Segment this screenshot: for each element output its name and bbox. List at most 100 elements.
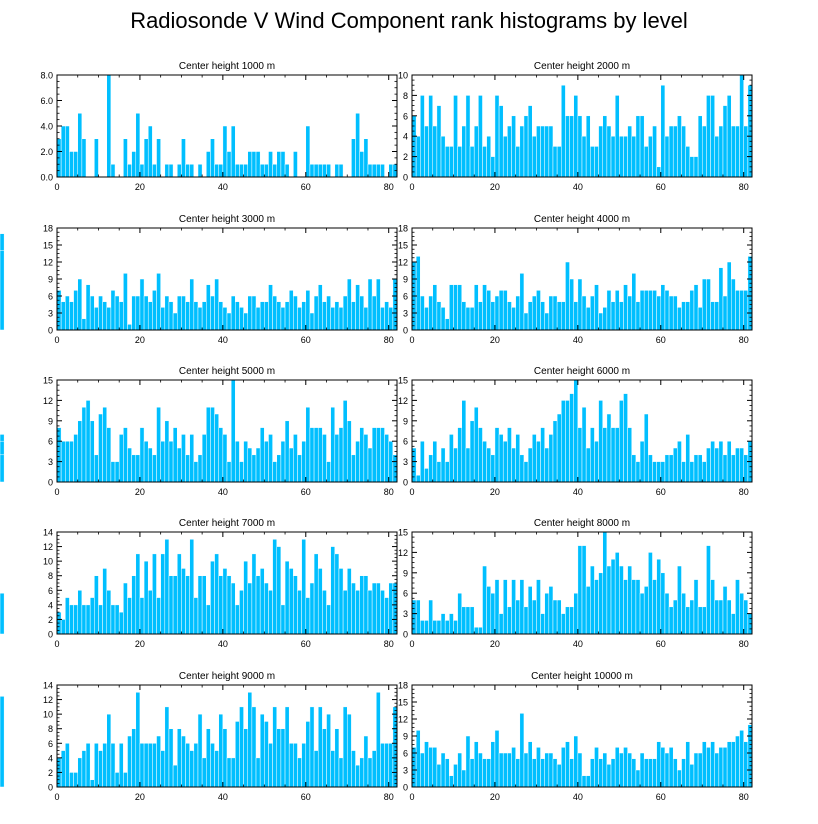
histogram-bar	[656, 558, 662, 635]
histogram-bar	[573, 735, 579, 788]
histogram-bar	[561, 301, 566, 331]
histogram-bar	[523, 752, 529, 788]
histogram-bar	[743, 125, 749, 178]
histogram-bar	[643, 758, 649, 788]
histogram-bar	[631, 758, 637, 788]
y-tick-label: 12	[398, 715, 408, 725]
histogram-bar	[652, 290, 657, 331]
histogram-bar	[461, 301, 467, 331]
histogram-bar	[440, 752, 446, 788]
x-tick-label: 40	[218, 182, 228, 192]
histogram-bar	[701, 278, 707, 331]
histogram-bar	[631, 273, 637, 331]
y-tick-label: 6	[48, 586, 53, 596]
histogram-bar	[424, 468, 429, 483]
histogram-bar	[548, 586, 554, 635]
histogram-bar	[214, 750, 219, 788]
histogram-bar	[152, 290, 157, 331]
histogram-bar	[342, 295, 348, 331]
histogram-bar	[420, 620, 425, 635]
x-tick-label: 20	[135, 639, 145, 649]
histogram-bar	[461, 769, 467, 788]
histogram-bar	[614, 747, 620, 788]
histogram-bar	[288, 743, 294, 788]
y-tick-label: 3	[403, 766, 408, 776]
histogram-bar	[322, 434, 327, 483]
y-tick-label: 6	[48, 292, 53, 302]
histogram-bar	[436, 461, 442, 483]
histogram-bar	[206, 406, 211, 483]
y-tick-label: 2	[403, 152, 408, 162]
histogram-bar	[259, 301, 265, 331]
histogram-bar	[384, 301, 389, 331]
y-tick-label: 2	[48, 768, 53, 778]
histogram-bar	[731, 741, 736, 788]
x-tick-label: 0	[54, 792, 59, 802]
y-tick-label: 0	[48, 478, 53, 488]
y-tick-label: 8	[48, 724, 53, 734]
histogram-bar	[176, 447, 182, 483]
histogram-bar	[73, 290, 78, 331]
histogram-bar	[735, 735, 740, 788]
histogram-bar	[355, 590, 360, 635]
histogram-bar	[490, 454, 496, 483]
histogram-bar	[581, 545, 587, 635]
histogram-bar	[677, 115, 682, 178]
histogram-bar	[176, 728, 182, 788]
histogram-bar	[185, 743, 190, 788]
histogram-panel: Center height 2000 m 0 2 4 6 8 10 0 20 40 60 80	[398, 61, 753, 192]
histogram-bar	[342, 590, 348, 635]
histogram-bar	[502, 135, 508, 178]
histogram-bar	[482, 284, 487, 331]
histogram-bar	[635, 769, 641, 788]
histogram-bar	[160, 750, 166, 788]
histogram-bar	[60, 750, 66, 788]
histogram-bar	[363, 735, 369, 788]
histogram-bar	[110, 743, 116, 788]
histogram-bar	[214, 164, 219, 178]
histogram-bar	[706, 95, 711, 178]
histogram-bar	[701, 461, 707, 483]
histogram-bar	[726, 599, 732, 635]
histogram-bar	[648, 135, 653, 178]
histogram-bar	[181, 568, 186, 635]
histogram-bar	[519, 713, 525, 788]
histogram-bar	[305, 406, 311, 483]
histogram-bar	[272, 539, 278, 635]
histogram-bar	[577, 115, 583, 178]
histogram-bar	[363, 307, 369, 331]
histogram-bar	[255, 447, 261, 483]
histogram-bar	[77, 278, 83, 331]
histogram-bar	[689, 599, 695, 635]
histogram-bar	[614, 552, 620, 635]
histogram-bar	[317, 427, 323, 483]
x-tick-label: 60	[301, 182, 311, 192]
histogram-bar	[668, 454, 674, 483]
histogram-bar	[243, 312, 248, 331]
histogram-bar	[172, 312, 178, 331]
histogram-bar	[465, 606, 471, 635]
histogram-bar	[189, 278, 195, 331]
histogram-bar	[743, 599, 749, 635]
histogram-bar	[672, 599, 678, 635]
histogram-bar	[701, 606, 707, 635]
histogram-bar	[440, 135, 446, 178]
histogram-bar	[677, 307, 682, 331]
histogram-bar	[590, 565, 595, 635]
histogram-bar	[280, 151, 286, 178]
x-tick-label: 0	[409, 792, 414, 802]
histogram-bar	[619, 752, 624, 788]
histogram-bar	[685, 434, 691, 483]
histogram-bar	[106, 427, 112, 483]
histogram-bar	[280, 307, 286, 331]
histogram-bar	[432, 284, 438, 331]
histogram-bar	[152, 743, 157, 788]
x-tick-label: 0	[409, 639, 414, 649]
histogram-bar	[106, 307, 112, 331]
y-tick-label: 10	[43, 710, 53, 720]
histogram-bar	[444, 318, 450, 331]
histogram-bar	[201, 575, 207, 635]
histogram-bar	[73, 434, 78, 483]
histogram-bar	[342, 706, 348, 788]
histogram-bar	[718, 267, 724, 331]
